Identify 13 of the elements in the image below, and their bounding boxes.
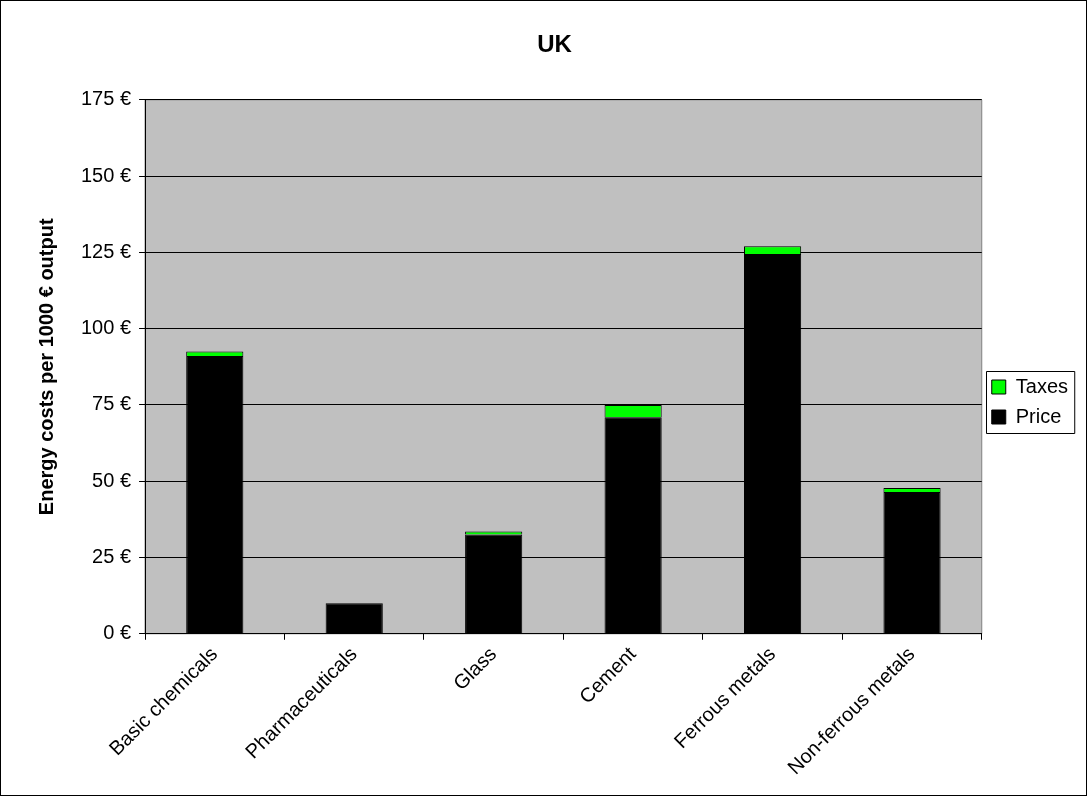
y-tick-label: 150 €	[80, 163, 132, 186]
y-tick-label: 25 €	[92, 545, 132, 568]
y-tick-label: 125 €	[80, 239, 132, 262]
legend-label: Taxes	[1015, 374, 1068, 397]
y-tick-label: 175 €	[80, 87, 132, 110]
bar	[325, 603, 383, 634]
y-tick-label: 50 €	[92, 468, 132, 491]
legend-label: Price	[1015, 404, 1062, 427]
y-tick-label: 75 €	[92, 392, 132, 415]
y-tick-label: 100 €	[80, 316, 132, 339]
y-axis-title: Energy costs per 1000 € output	[34, 218, 57, 516]
y-tick-label: 0 €	[103, 621, 132, 644]
chart-title: UK	[537, 30, 573, 58]
